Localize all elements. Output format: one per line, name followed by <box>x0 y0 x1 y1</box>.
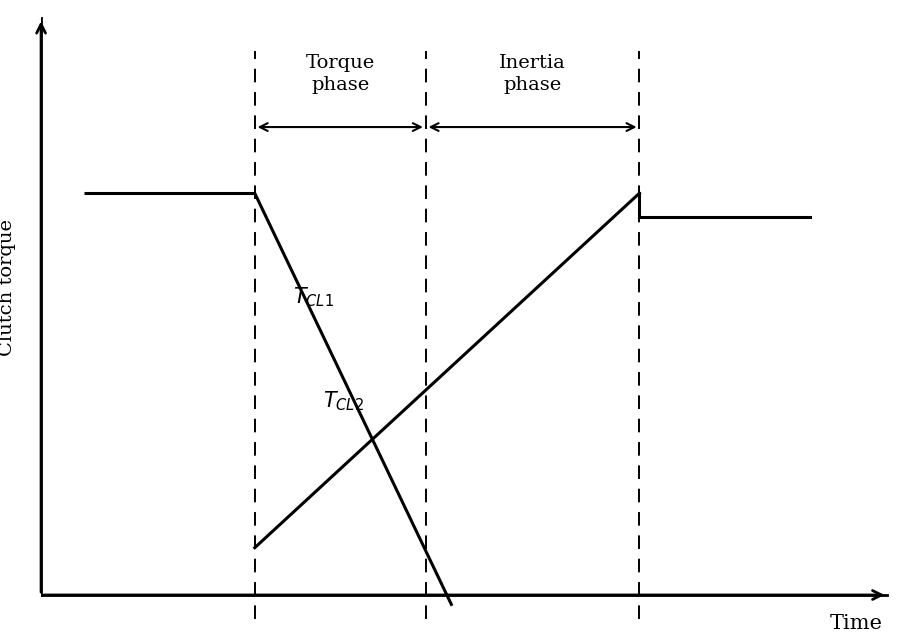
Text: Torque
phase: Torque phase <box>306 54 375 94</box>
Text: $T_{CL1}$: $T_{CL1}$ <box>293 285 334 309</box>
Text: $T_{CL2}$: $T_{CL2}$ <box>323 389 364 413</box>
Text: Time: Time <box>830 614 883 633</box>
Text: Inertia
phase: Inertia phase <box>500 54 566 94</box>
Text: Clutch torque: Clutch torque <box>0 219 16 356</box>
